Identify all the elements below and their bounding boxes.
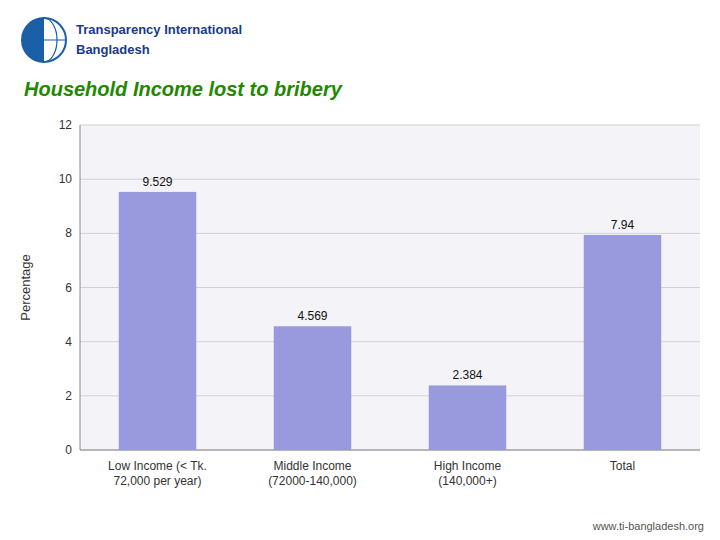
y-tick-label: 12: [59, 118, 73, 132]
y-tick-label: 6: [65, 281, 72, 295]
bar: [119, 192, 197, 450]
logo-circle: [22, 18, 66, 62]
x-tick-label: High Income(140,000+): [434, 459, 502, 488]
chart-svg: Transparency International Bangladesh www.…: [0, 0, 720, 540]
bar: [429, 385, 507, 450]
labels: 9.529 4.569 2.384 7.94: [142, 175, 634, 383]
data-label: 7.94: [611, 218, 635, 232]
grid-line: [80, 179, 700, 180]
x-tick-label: Total: [610, 459, 635, 473]
header-line: Bangladesh: [76, 42, 150, 57]
y-tick-label: 8: [65, 226, 72, 240]
chart-container: Transparency International Bangladesh www.…: [0, 0, 720, 540]
data-label: 2.384: [452, 368, 482, 382]
x-tick-label: Low Income (< Tk.72,000 per year): [108, 459, 207, 488]
logo: [22, 18, 66, 62]
logo-equator: [22, 39, 66, 40]
x-tick-label: Middle Income(72000-140,000): [268, 459, 357, 488]
bar: [274, 326, 352, 450]
grid-line: [80, 125, 700, 126]
y-tick-label: 10: [59, 172, 73, 186]
y-tick-label: 0: [65, 443, 72, 457]
data-label: 9.529: [142, 175, 172, 189]
footer: www.ti-bangladesh.org: [592, 520, 704, 532]
y-axis-label: Percentage: [18, 254, 33, 321]
plot-background: [80, 125, 700, 450]
bar: [584, 235, 662, 450]
title: Household Income lost to bribery: [24, 78, 343, 100]
bars: [119, 192, 662, 450]
data-label: 4.569: [297, 309, 327, 323]
y-axis-line: [80, 125, 81, 450]
y-axis: 0 2 4 6 8 10 12: [59, 118, 700, 457]
y-tick-label: 2: [65, 389, 72, 403]
header-line: Transparency International: [76, 22, 242, 37]
y-tick-label: 4: [65, 335, 72, 349]
logo-outline: [22, 18, 66, 62]
